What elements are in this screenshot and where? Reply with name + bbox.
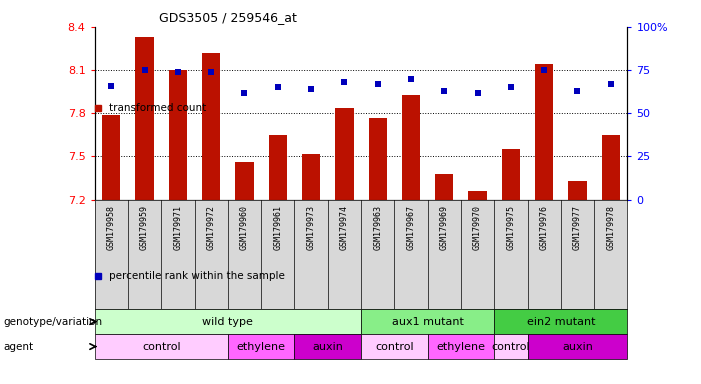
- Text: GSM179971: GSM179971: [173, 205, 182, 250]
- Bar: [535, 65, 553, 200]
- Text: GSM179977: GSM179977: [573, 205, 582, 250]
- Text: GSM179958: GSM179958: [107, 205, 116, 250]
- Text: transformed count: transformed count: [109, 103, 206, 113]
- Bar: [428, 334, 494, 359]
- Text: GSM179969: GSM179969: [440, 205, 449, 250]
- Bar: [302, 154, 320, 200]
- Text: GSM179976: GSM179976: [540, 205, 549, 250]
- Bar: [528, 334, 627, 359]
- Text: GSM179970: GSM179970: [473, 205, 482, 250]
- Bar: [268, 135, 287, 200]
- Bar: [402, 94, 420, 200]
- Bar: [494, 309, 627, 334]
- Bar: [228, 334, 294, 359]
- Text: aux1 mutant: aux1 mutant: [392, 316, 463, 327]
- Text: GSM179960: GSM179960: [240, 205, 249, 250]
- Text: control: control: [142, 341, 181, 352]
- Bar: [361, 334, 428, 359]
- Text: GSM179967: GSM179967: [407, 205, 416, 250]
- Bar: [95, 334, 228, 359]
- Text: auxin: auxin: [562, 341, 593, 352]
- Text: GSM179974: GSM179974: [340, 205, 349, 250]
- Text: control: control: [491, 341, 530, 352]
- Bar: [169, 70, 187, 200]
- Text: GSM179963: GSM179963: [373, 205, 382, 250]
- Text: GSM179973: GSM179973: [306, 205, 315, 250]
- Text: ethylene: ethylene: [437, 341, 485, 352]
- Bar: [502, 149, 520, 200]
- Bar: [202, 53, 220, 200]
- Text: agent: agent: [4, 341, 34, 352]
- Text: ethylene: ethylene: [237, 341, 285, 352]
- Bar: [135, 37, 154, 200]
- Text: auxin: auxin: [312, 341, 343, 352]
- Text: GDS3505 / 259546_at: GDS3505 / 259546_at: [158, 11, 297, 24]
- Text: GSM179959: GSM179959: [140, 205, 149, 250]
- Text: GSM179972: GSM179972: [207, 205, 216, 250]
- Bar: [494, 334, 527, 359]
- Bar: [361, 309, 494, 334]
- Bar: [236, 162, 254, 200]
- Text: ein2 mutant: ein2 mutant: [526, 316, 595, 327]
- Text: GSM179961: GSM179961: [273, 205, 283, 250]
- Text: control: control: [375, 341, 414, 352]
- Text: GSM179975: GSM179975: [506, 205, 515, 250]
- Bar: [435, 174, 454, 200]
- Text: wild type: wild type: [203, 316, 253, 327]
- Text: GSM179978: GSM179978: [606, 205, 615, 250]
- Text: genotype/variation: genotype/variation: [4, 316, 102, 327]
- Text: percentile rank within the sample: percentile rank within the sample: [109, 271, 285, 281]
- Bar: [102, 115, 121, 200]
- Bar: [601, 135, 620, 200]
- Bar: [294, 334, 361, 359]
- Bar: [468, 191, 486, 200]
- Bar: [335, 108, 353, 200]
- Bar: [369, 118, 387, 200]
- Bar: [569, 181, 587, 200]
- Bar: [95, 309, 361, 334]
